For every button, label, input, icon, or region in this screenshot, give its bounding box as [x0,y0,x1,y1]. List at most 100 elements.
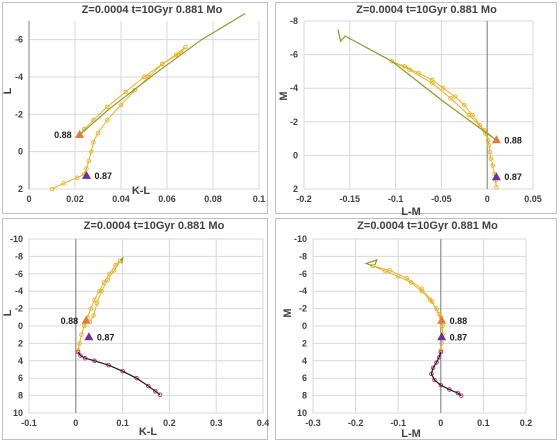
data-point [458,393,464,398]
data-point [419,288,424,294]
x-tick-label: -0.1 [21,418,37,428]
chart-svg-4: Z=0.0004 t=10Gyr 0.881 Mo -0.3 -0.2 -0.1 0 0.… [282,220,533,440]
y-tick-label: -2 [15,109,23,119]
data-point [466,112,472,118]
y-tick-label: -10 [10,234,23,244]
data-point [387,268,392,273]
data-point [486,143,492,148]
series-line-3 [430,351,462,396]
x-tick-label: 0 [73,418,78,428]
x-axis-label: L-M [401,206,421,215]
data-point [120,368,125,374]
data-point [440,85,446,91]
chart-title: Z=0.0004 t=10Gyr 0.881 Mo [357,220,498,232]
y-tick-label: -6 [299,269,307,279]
chart-svg-2: Z=0.0004 t=10Gyr 0.881 Mo -0.2 -0.15 -0.1 -0… [278,4,542,215]
mass-marker-triangle [437,332,447,341]
data-point [462,102,467,108]
data-point [383,268,388,274]
data-point [104,104,110,110]
y-tick-label: 2 [293,184,298,194]
data-point [487,149,493,155]
chart-title: Z=0.0004 t=10Gyr 0.881 Mo [356,4,497,16]
x-tick-label: 0 [438,418,443,428]
series-line-4 [77,351,161,396]
x-axis-label: L-M [401,428,421,440]
data-point [407,67,412,72]
y-tick-label: 2 [18,338,23,348]
chart-panel-4: Z=0.0004 t=10Gyr 0.881 Mo -0.3 -0.2 -0.1 0 0.… [275,218,557,440]
y-axis-label: M [278,91,290,100]
x-tick-label: -0.05 [431,194,452,204]
chart-svg-3: Z=0.0004 t=10Gyr 0.881 Mo -0.1 0 0.1 0.2 0.3 0… [3,220,269,438]
series-line-3 [77,351,161,396]
y-tick-label: -6 [15,35,23,45]
data-point [92,297,97,303]
chart-panel-3: Z=0.0004 t=10Gyr 0.881 Mo -0.1 0 0.1 0.2 0.3 0… [2,218,269,440]
series-line-1 [51,46,186,190]
data-point [432,377,437,383]
y-tick-label: 6 [18,373,23,383]
mass-label: 0.88 [504,135,522,145]
data-point [61,181,66,186]
data-point [370,263,375,269]
y-tick-label: -6 [290,50,298,60]
x-tick-label: -0.15 [340,194,361,204]
data-point [436,311,441,317]
x-tick-label: 0.04 [112,194,130,204]
y-tick-label: -6 [15,269,23,279]
x-tick-label: 0.2 [163,418,176,428]
mass-label: 0.87 [504,172,522,182]
data-point [118,102,124,108]
x-tick-label: 0.1 [477,418,490,428]
data-point [402,64,408,69]
data-point [157,392,163,397]
data-point [494,185,499,190]
data-point [111,268,117,273]
x-tick-label: -0.2 [296,194,312,204]
data-point [438,382,444,388]
data-point [146,383,151,389]
y-tick-label: -8 [15,251,23,261]
data-point [84,166,89,171]
data-point [448,96,453,101]
y-tick-label: -4 [290,83,298,93]
y-tick-label: 4 [302,356,307,366]
series-line-4 [430,351,462,397]
x-tick-label: 0.08 [204,194,222,204]
y-tick-label: -2 [299,304,307,314]
data-point [429,80,435,86]
data-point [434,306,439,311]
data-point [134,375,139,381]
mass-marker-triangle [491,172,501,181]
data-point [141,74,147,80]
mass-marker-triangle [82,170,91,179]
y-tick-label: 4 [18,356,23,366]
x-tick-label: 0.2 [520,418,533,428]
mass-marker-triangle [81,315,91,324]
x-tick-label: 0 [26,194,31,204]
data-point [49,186,55,192]
data-point [404,275,409,281]
data-point [94,301,100,306]
data-point [91,140,96,145]
data-point [113,262,118,268]
mass-marker-triangle [491,135,501,144]
mass-label: 0.87 [450,332,468,342]
data-point [440,323,445,329]
data-point [91,117,96,123]
data-point [452,94,458,99]
series-line-2 [364,258,378,267]
data-point [88,149,94,154]
data-point [96,288,102,294]
data-point [439,341,444,346]
data-point [419,286,424,291]
data-point [488,156,494,162]
y-tick-label: 6 [302,373,307,383]
y-tick-label: 10 [297,408,307,418]
mass-label: 0.87 [95,171,113,181]
data-point [183,44,188,50]
y-tick-label: 0 [18,321,23,331]
x-tick-label: 0.3 [210,418,223,428]
